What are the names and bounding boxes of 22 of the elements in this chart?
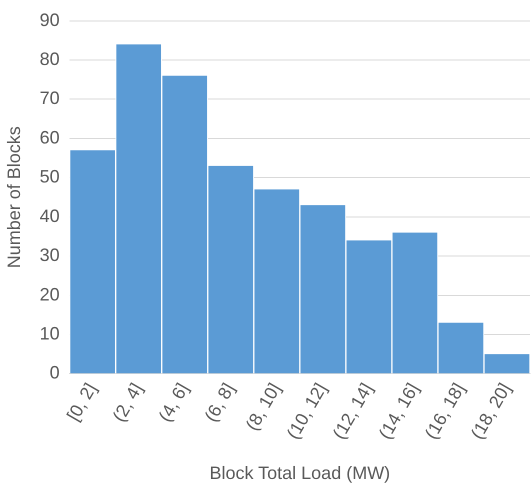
x-axis-title: Block Total Load (MW) [209,463,390,484]
y-axis-title: Number of Blocks [4,126,24,268]
y-tick-label: 0 [50,362,60,383]
x-tick-label: (12, 14] [328,380,377,442]
y-tick-label: 40 [40,206,60,226]
x-tick-label: (18, 20] [466,380,515,442]
y-tick-label: 10 [40,323,60,344]
y-tick-label: 50 [40,166,60,187]
y-tick-label: 60 [40,127,60,148]
x-tick-label: [0, 2] [63,380,100,424]
x-tick-label: (2, 4] [108,380,146,426]
y-tick-label: 90 [40,10,60,30]
y-tick-label: 20 [40,284,60,304]
x-tick-label: (4, 6] [154,380,192,426]
y-tick-label: 70 [40,88,60,108]
x-tick-label: (16, 18] [420,380,469,442]
x-tick-label: (14, 16] [374,380,423,442]
x-tick-label: (10, 12] [282,380,331,442]
y-tick-label: 30 [40,245,60,266]
x-tick-label: (8, 10] [242,380,285,434]
x-tick-label: (6, 8] [200,380,239,426]
y-tick-label: 80 [40,48,60,69]
